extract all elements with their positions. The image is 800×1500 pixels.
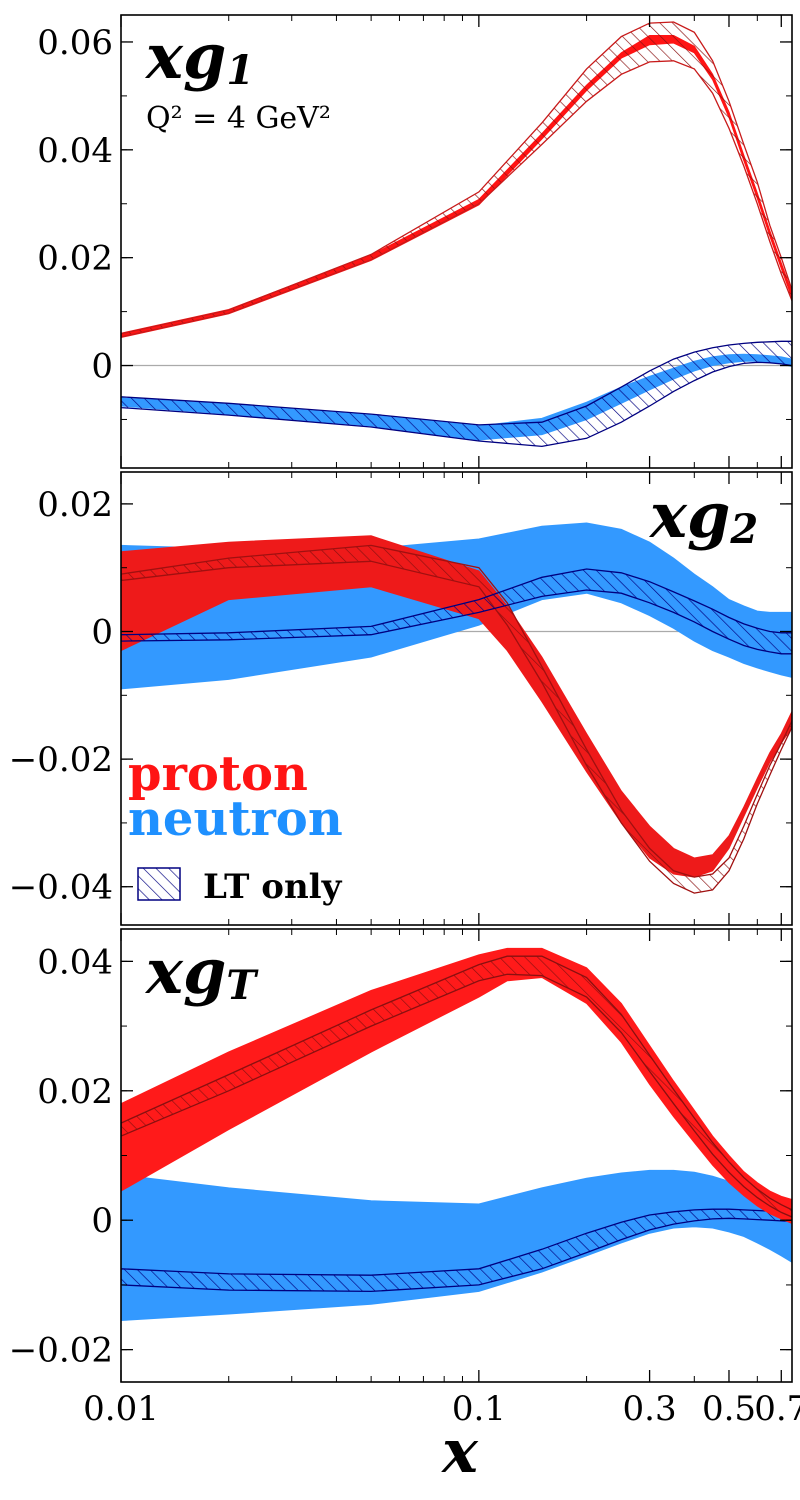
panel-xg1: 0 0.02 0.04 0.06 xyxy=(37,14,793,469)
x-axis-label: x xyxy=(440,1417,479,1487)
panel-xg2: −0.04 −0.02 0 0.02 xyxy=(9,471,793,926)
x-tick-label: 0.1 xyxy=(452,1389,506,1429)
y-tick-label: −0.02 xyxy=(9,1331,113,1371)
y-tick-label: 0.02 xyxy=(37,239,113,279)
plot-area xyxy=(121,947,792,1322)
panel-title-xg2: xg2 xyxy=(648,479,758,553)
y-tick-label: 0.06 xyxy=(37,23,113,63)
series-proton-lt-only xyxy=(121,955,792,1218)
series-neutron-lt-only xyxy=(121,340,792,448)
panel-xgT: −0.02 0 0.02 0.04 0.01 0.1 0.3 0.50.7 xyxy=(9,928,800,1429)
panel-title-xg1: xg1 xyxy=(144,20,254,94)
y-tick-label: 0.04 xyxy=(37,131,113,171)
legend-proton: proton xyxy=(128,746,308,802)
panel-title-base: xg xyxy=(144,20,226,93)
panel-title-base: xg xyxy=(144,935,226,1008)
series-neutron-lt-only xyxy=(121,568,792,655)
axes-frame xyxy=(120,471,793,926)
panel-title-sub: 2 xyxy=(729,506,758,553)
y-tick-label: −0.02 xyxy=(9,740,113,780)
y-tick-label: 0 xyxy=(91,1201,113,1241)
y-tick-label: 0.02 xyxy=(37,485,113,525)
y-tick-label: 0.04 xyxy=(37,942,113,982)
annotation-q2: Q² = 4 GeV² xyxy=(146,101,331,136)
legend-neutron: neutron xyxy=(128,791,343,847)
y-tick-label: 0 xyxy=(91,613,113,653)
plot-area xyxy=(121,522,792,894)
x-tick-label: 0.7 xyxy=(754,1389,800,1429)
series-proton-lt-only xyxy=(121,21,792,338)
panel-title-base: xg xyxy=(648,479,730,552)
y-tick-label: −0.04 xyxy=(9,868,113,908)
x-tick-label: 0.3 xyxy=(623,1389,677,1429)
series-neutron xyxy=(121,1169,792,1322)
legend-lt-label: LT only xyxy=(203,867,343,907)
series-neutron-lt-only xyxy=(121,1208,792,1293)
x-tick-label: 0.01 xyxy=(83,1389,159,1429)
y-tick-label: 0 xyxy=(91,347,113,387)
panel-title-sub: 1 xyxy=(226,47,254,94)
y-tick-label: 0.02 xyxy=(37,1072,113,1112)
x-tick-label: 0.5 xyxy=(702,1389,756,1429)
series-proton-lt-only xyxy=(121,544,792,894)
axes-frame xyxy=(120,14,793,469)
plot-area xyxy=(121,21,792,448)
series-proton xyxy=(121,947,792,1225)
panel-title-sub: T xyxy=(226,962,259,1009)
legend-lt-swatch xyxy=(137,867,181,901)
panel-title-xgT: xgT xyxy=(144,935,259,1009)
